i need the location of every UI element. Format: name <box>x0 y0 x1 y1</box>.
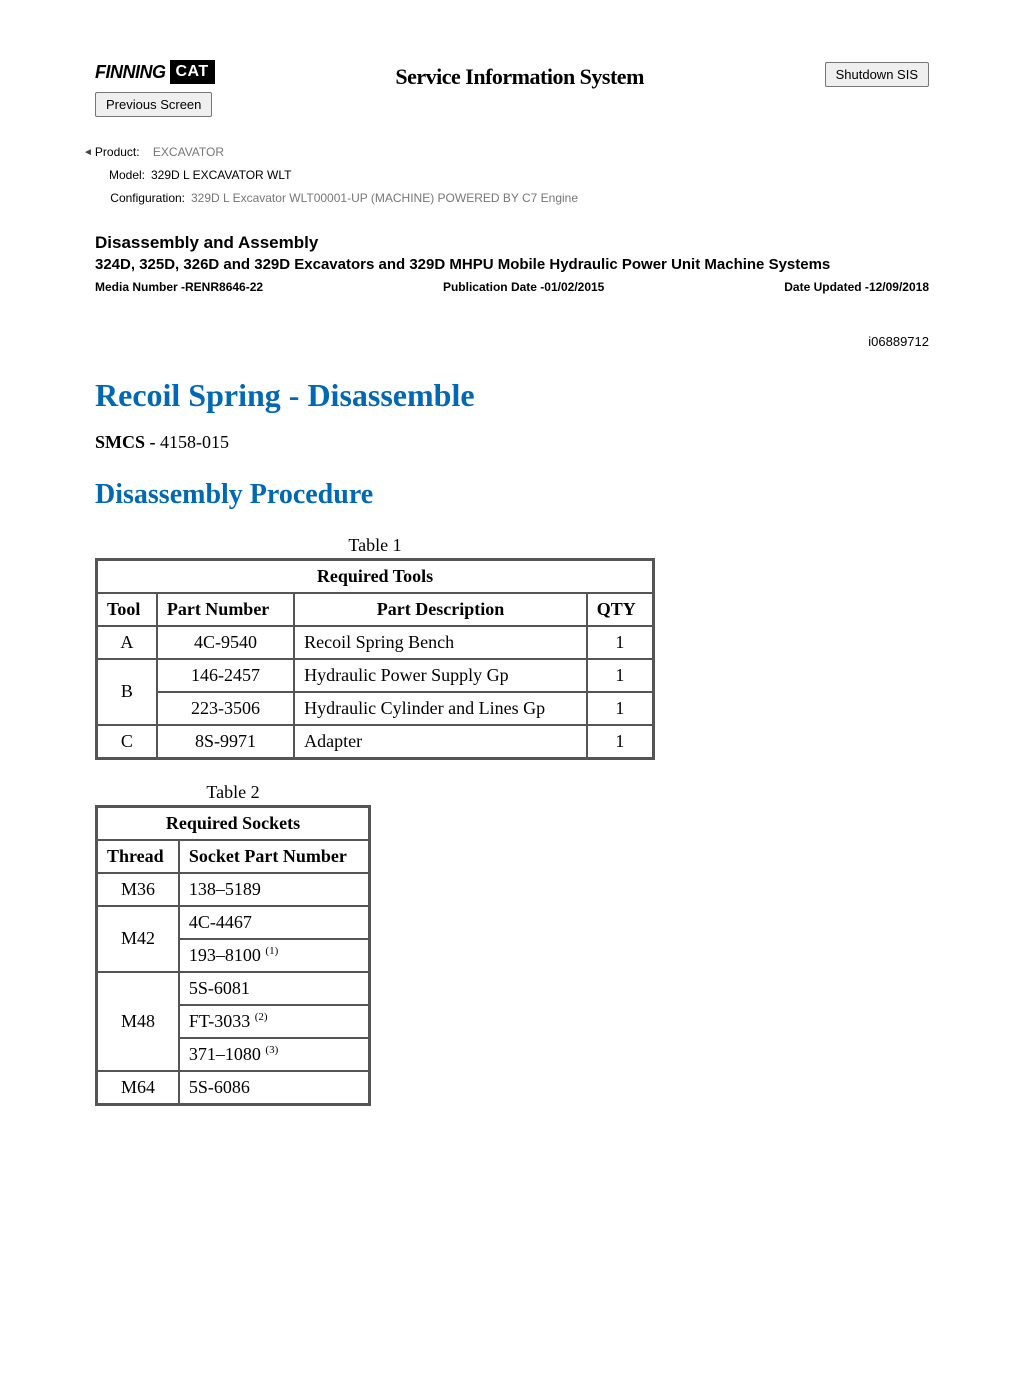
meta-value-model: 329D L EXCAVATOR WLT <box>151 164 291 187</box>
table-row: B146-2457Hydraulic Power Supply Gp1 <box>97 659 653 692</box>
socket-cell: 5S-6086 <box>179 1071 369 1104</box>
table-row: A4C-9540Recoil Spring Bench1 <box>97 626 653 659</box>
system-title: Service Information System <box>215 60 825 90</box>
part-number-cell: 8S-9971 <box>157 725 294 758</box>
part-number-cell: 223-3506 <box>157 692 294 725</box>
part-number-cell: 146-2457 <box>157 659 294 692</box>
part-number-cell: 4C-9540 <box>157 626 294 659</box>
part-desc-cell: Hydraulic Power Supply Gp <box>294 659 587 692</box>
thread-cell: M48 <box>97 972 179 1071</box>
socket-cell: FT-3033 (2) <box>179 1005 369 1038</box>
brand-logo: FINNING CAT <box>95 60 215 84</box>
qty-cell: 1 <box>587 692 653 725</box>
socket-cell: 138–5189 <box>179 873 369 906</box>
part-desc-cell: Adapter <box>294 725 587 758</box>
table1-title: Required Tools <box>97 560 653 593</box>
meta-label-config: Configuration: <box>95 187 191 210</box>
table-row: M485S-6081 <box>97 972 369 1005</box>
table-row: M424C-4467 <box>97 906 369 939</box>
doc-updated-date: Date Updated -12/09/2018 <box>784 280 929 294</box>
qty-cell: 1 <box>587 626 653 659</box>
meta-value-config: 329D L Excavator WLT00001-UP (MACHINE) P… <box>191 187 578 210</box>
part-desc-cell: Recoil Spring Bench <box>294 626 587 659</box>
doc-title: 324D, 325D, 326D and 329D Excavators and… <box>95 255 929 275</box>
part-desc-cell: Hydraulic Cylinder and Lines Gp <box>294 692 587 725</box>
doc-media: Media Number -RENR8646-22 <box>95 280 263 294</box>
socket-cell: 5S-6081 <box>179 972 369 1005</box>
thread-cell: M64 <box>97 1071 179 1104</box>
table1-col-3: QTY <box>587 593 653 626</box>
table1-col-2: Part Description <box>294 593 587 626</box>
table2-col-1: Socket Part Number <box>179 840 369 873</box>
required-sockets-table: Required Sockets ThreadSocket Part Numbe… <box>95 805 371 1106</box>
tool-cell: A <box>97 626 157 659</box>
socket-cell: 371–1080 (3) <box>179 1038 369 1071</box>
table-row: M36138–5189 <box>97 873 369 906</box>
table-row: M645S-6086 <box>97 1071 369 1104</box>
logo-text-cat: CAT <box>170 60 215 84</box>
table-row: C8S-9971Adapter1 <box>97 725 653 758</box>
table1-col-0: Tool <box>97 593 157 626</box>
meta-label-model: Model: <box>95 164 151 187</box>
qty-cell: 1 <box>587 725 653 758</box>
product-meta-block: ◄ Product: EXCAVATOR Model: 329D L EXCAV… <box>95 141 929 209</box>
tool-cell: B <box>97 659 157 725</box>
table2-title: Required Sockets <box>97 807 369 840</box>
table-row: 223-3506Hydraulic Cylinder and Lines Gp1 <box>97 692 653 725</box>
document-header: Disassembly and Assembly 324D, 325D, 326… <box>95 233 929 293</box>
thread-cell: M36 <box>97 873 179 906</box>
page-title: Recoil Spring - Disassemble <box>95 377 929 414</box>
thread-cell: M42 <box>97 906 179 972</box>
back-arrow-icon: ◄ <box>83 143 93 162</box>
previous-screen-button[interactable]: Previous Screen <box>95 92 212 117</box>
required-tools-table: Required Tools ToolPart NumberPart Descr… <box>95 558 655 760</box>
socket-cell: 4C-4467 <box>179 906 369 939</box>
shutdown-sis-button[interactable]: Shutdown SIS <box>825 62 929 87</box>
tool-cell: C <box>97 725 157 758</box>
table1-col-1: Part Number <box>157 593 294 626</box>
logo-text-finning: FINNING <box>95 62 166 83</box>
meta-label-product: Product: <box>95 141 153 164</box>
procedure-title: Disassembly Procedure <box>95 479 929 511</box>
table2-caption: Table 2 <box>95 782 371 803</box>
table1-caption: Table 1 <box>95 535 655 556</box>
socket-cell: 193–8100 (1) <box>179 939 369 972</box>
doc-section: Disassembly and Assembly <box>95 233 929 253</box>
qty-cell: 1 <box>587 659 653 692</box>
table2-col-0: Thread <box>97 840 179 873</box>
doc-id: i06889712 <box>95 334 929 349</box>
smcs-code: SMCS - 4158-015 <box>95 432 929 453</box>
doc-pub-date: Publication Date -01/02/2015 <box>443 280 604 294</box>
meta-value-product: EXCAVATOR <box>153 141 224 164</box>
